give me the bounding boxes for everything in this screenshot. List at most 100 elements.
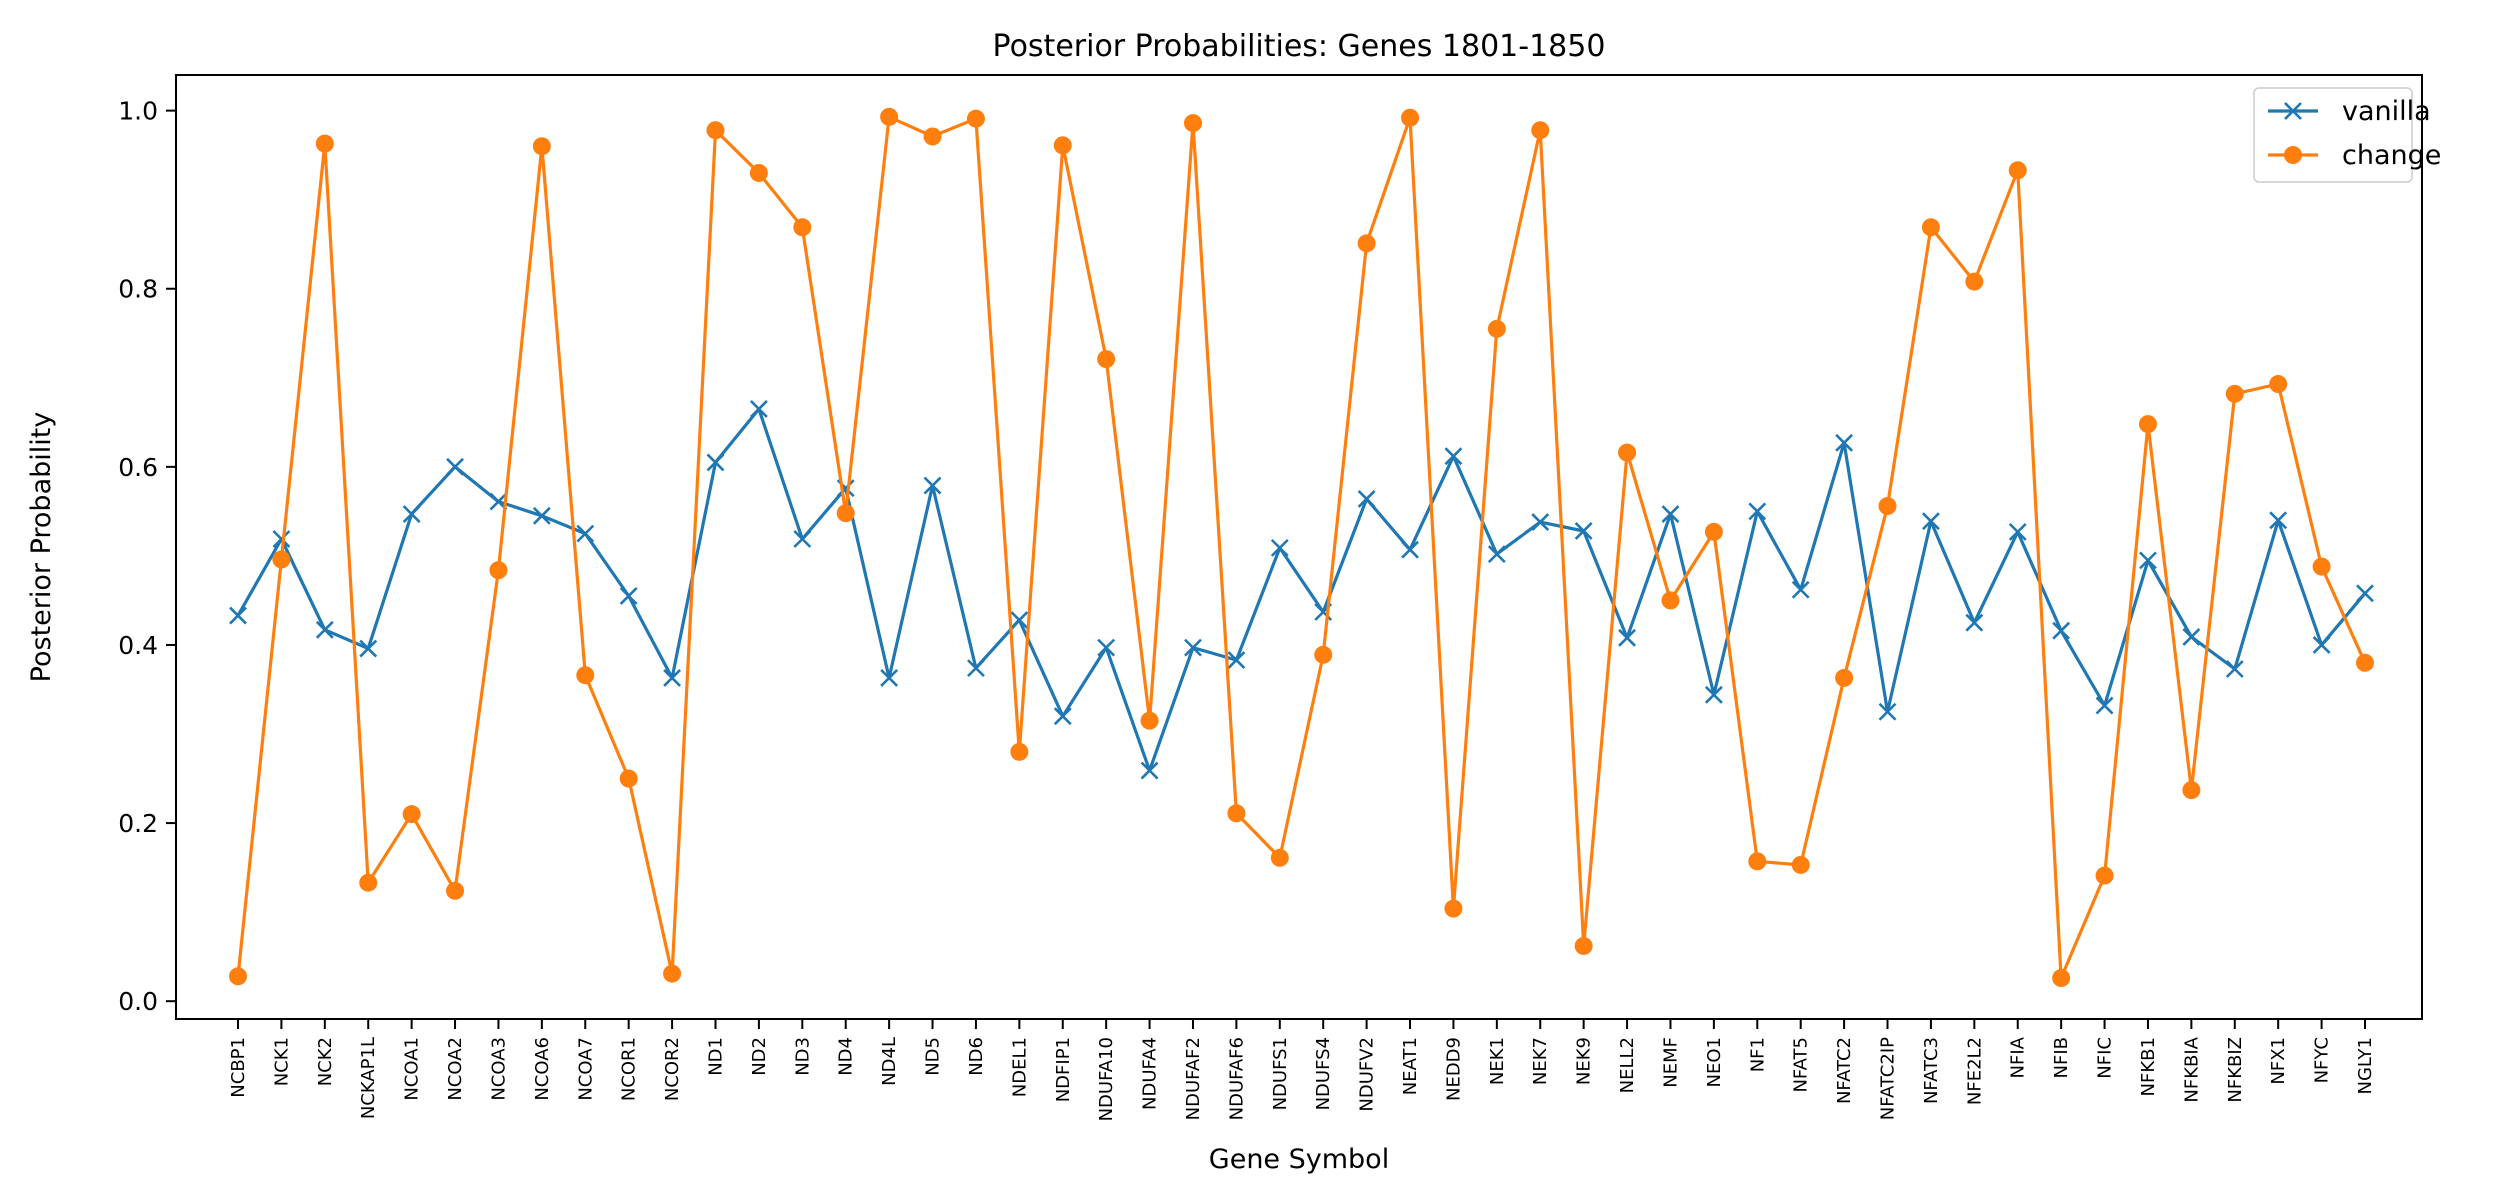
data-point-vanilla — [2052, 621, 2071, 640]
data-point-change — [1878, 497, 1897, 516]
y-tick-label: 0.6 — [118, 453, 158, 482]
data-point-vanilla — [1618, 628, 1636, 647]
x-tick-label: NDEL1 — [1009, 1037, 1030, 1097]
legend-marker-vanilla — [2284, 102, 2302, 120]
data-point-vanilla — [1531, 513, 1550, 531]
data-point-vanilla — [1227, 651, 1246, 670]
x-tick-label: NDUFAF6 — [1226, 1037, 1247, 1120]
data-point-change — [2269, 375, 2288, 394]
data-point-vanilla — [272, 530, 291, 548]
x-tick-label: NCBP1 — [228, 1037, 249, 1098]
data-point-change — [1748, 852, 1767, 871]
data-point-change — [1835, 668, 1854, 687]
x-tick-label: NFIB — [2051, 1037, 2072, 1078]
x-tick-label: NGLY1 — [2355, 1037, 2376, 1095]
data-point-vanilla — [1140, 761, 1159, 780]
x-tick-label: NFYC — [2312, 1037, 2333, 1083]
data-point-change — [1661, 591, 1680, 610]
x-tick-label: NFIC — [2095, 1037, 2116, 1079]
data-point-change — [1010, 742, 1029, 761]
x-tick-label: NDUFS1 — [1270, 1037, 1291, 1110]
data-point-vanilla — [1444, 447, 1463, 466]
data-point-change — [1791, 855, 1810, 874]
data-point-change — [880, 107, 899, 126]
x-tick-label: NEK1 — [1487, 1037, 1508, 1085]
chart-title: Posterior Probabilities: Genes 1801-1850 — [993, 29, 1606, 64]
data-point-vanilla — [402, 505, 421, 523]
data-point-vanilla — [619, 587, 638, 605]
data-point-vanilla — [1835, 433, 1854, 452]
data-point-change — [576, 666, 595, 685]
x-tick-label: ND3 — [792, 1037, 813, 1076]
data-point-change — [2312, 557, 2331, 576]
y-tick-label: 0.4 — [118, 631, 158, 660]
legend-label-change: change — [2342, 140, 2441, 171]
data-point-vanilla — [706, 453, 725, 472]
x-tick-label: NDFIP1 — [1053, 1037, 1074, 1102]
data-point-change — [489, 561, 508, 580]
plot-frame — [175, 74, 2423, 1020]
data-point-vanilla — [1401, 540, 1419, 559]
data-point-vanilla — [532, 506, 551, 525]
data-point-change — [619, 769, 638, 788]
data-point-vanilla — [1184, 638, 1202, 657]
data-point-vanilla — [2312, 636, 2331, 654]
data-point-change — [706, 121, 725, 140]
data-point-vanilla — [749, 400, 768, 418]
data-point-change — [1965, 272, 1984, 291]
data-point-vanilla — [1574, 522, 1593, 540]
x-tick-label: NF1 — [1747, 1037, 1768, 1072]
data-point-vanilla — [967, 659, 985, 678]
data-point-vanilla — [1097, 638, 1116, 657]
data-point-vanilla — [663, 668, 682, 687]
data-point-change — [1444, 899, 1463, 918]
x-tick-label: NFKB1 — [2138, 1037, 2159, 1096]
series-line-vanilla — [236, 407, 2367, 773]
data-point-change — [1097, 350, 1116, 369]
x-tick-label: ND5 — [923, 1037, 944, 1076]
data-point-change — [1140, 711, 1159, 730]
data-point-vanilla — [1487, 545, 1506, 564]
y-tick-label: 0.8 — [118, 275, 158, 304]
data-point-change — [229, 967, 247, 986]
x-tick-label: NCOA3 — [488, 1037, 509, 1101]
x-tick-label: NFX1 — [2268, 1037, 2289, 1085]
data-point-change — [315, 134, 334, 153]
y-tick-label: 1.0 — [118, 97, 158, 126]
data-point-vanilla — [880, 668, 899, 687]
data-point-change — [2008, 161, 2027, 180]
data-point-change — [966, 109, 985, 128]
x-tick-label: NCOA1 — [402, 1037, 423, 1101]
data-point-vanilla — [2225, 660, 2244, 678]
x-tick-label: NFATC2IP — [1878, 1037, 1899, 1120]
data-point-vanilla — [793, 530, 812, 548]
data-point-vanilla — [1053, 707, 1072, 726]
legend-marker-change — [2284, 146, 2302, 164]
data-point-change — [1921, 218, 1940, 237]
data-point-change — [2095, 866, 2114, 885]
x-tick-label: NEK7 — [1530, 1037, 1551, 1085]
data-point-change — [1227, 804, 1246, 823]
data-point-change — [1618, 443, 1637, 462]
data-point-vanilla — [1748, 502, 1767, 521]
x-tick-label: NFKBIZ — [2225, 1037, 2246, 1103]
data-point-change — [1487, 319, 1506, 338]
data-point-change — [2356, 653, 2374, 672]
x-tick-label: NFATC2 — [1834, 1037, 1855, 1104]
x-tick-label: NFIA — [2008, 1036, 2029, 1078]
x-tick-label: NFAT5 — [1791, 1037, 1812, 1093]
y-tick-label: 0.0 — [118, 987, 158, 1016]
x-tick-label: NCOR2 — [662, 1037, 683, 1101]
x-tick-label: NDUFS4 — [1313, 1037, 1334, 1110]
x-tick-label: NCOA2 — [445, 1037, 466, 1101]
data-point-change — [663, 964, 682, 983]
data-point-change — [1357, 234, 1376, 253]
data-point-vanilla — [2269, 511, 2288, 530]
data-point-change — [1053, 136, 1072, 155]
x-tick-label: ND4 — [836, 1037, 857, 1076]
data-point-vanilla — [2182, 628, 2201, 646]
data-point-change — [2225, 384, 2244, 403]
data-point-change — [749, 163, 768, 182]
